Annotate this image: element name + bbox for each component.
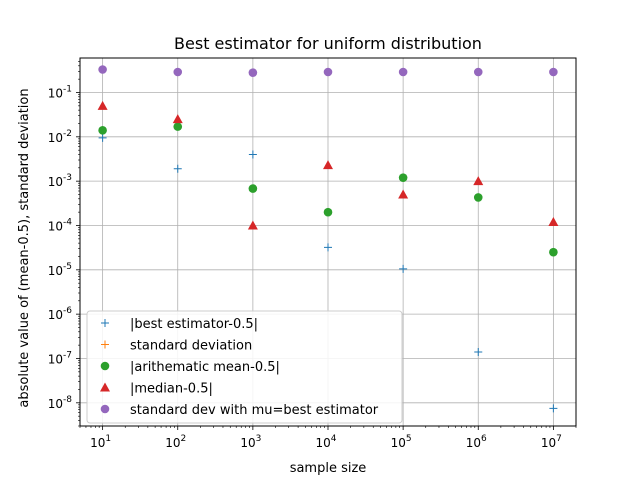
- data-point: [398, 173, 408, 182]
- data-point: [97, 100, 108, 110]
- data-point: [549, 404, 558, 413]
- data-point: [98, 133, 107, 142]
- data-point: [248, 150, 257, 159]
- legend-box: [86, 310, 403, 424]
- series-0: [98, 133, 558, 413]
- legend-marker: [100, 361, 110, 371]
- legend-entry: |arithematic mean-0.5|: [100, 360, 280, 375]
- data-point: [173, 122, 183, 131]
- data-point: [248, 68, 258, 77]
- data-point: [399, 264, 408, 273]
- data-point: [323, 67, 333, 77]
- y-tick-label: 10-3: [48, 173, 72, 189]
- y-tick-label: 10-2: [48, 129, 72, 145]
- legend-entry: |best estimator-0.5|: [101, 317, 258, 332]
- data-point: [173, 164, 182, 173]
- data-point: [473, 176, 484, 186]
- x-tick-label: 107: [541, 434, 562, 450]
- data-point: [473, 193, 483, 202]
- legend-marker: [100, 382, 110, 392]
- legend-entry: standard dev with mu=best estimator: [100, 403, 379, 418]
- series-4: [98, 65, 558, 77]
- data-point: [473, 67, 483, 77]
- data-point: [323, 160, 333, 170]
- legend: |best estimator-0.5| standard deviation |a…: [86, 310, 403, 424]
- legend-marker: [100, 404, 110, 414]
- legend-label: standard dev with mu=best estimator: [130, 403, 379, 418]
- data-point: [98, 126, 107, 135]
- legend-entry: |median-0.5|: [100, 382, 213, 397]
- chart-title: Best estimator for uniform distribution: [174, 34, 482, 53]
- series-3: [97, 100, 559, 230]
- data-point: [248, 184, 258, 193]
- x-tick-label: 103: [240, 434, 261, 450]
- data-point: [247, 220, 258, 230]
- y-tick-label: 10-8: [48, 395, 73, 411]
- data-point: [323, 207, 333, 217]
- legend-marker: [101, 319, 109, 327]
- x-tick-label: 105: [391, 434, 412, 450]
- y-tick-label: 10-4: [48, 217, 73, 233]
- y-tick-label: 10-6: [48, 306, 73, 322]
- data-point: [549, 247, 558, 257]
- x-tick-label: 104: [315, 434, 336, 450]
- data-point: [98, 65, 107, 74]
- legend-label: standard deviation: [130, 339, 252, 354]
- data-point: [398, 189, 409, 199]
- data-point: [474, 348, 483, 357]
- x-tick-label: 102: [165, 434, 186, 450]
- y-axis-label: absolute value of (mean-0.5), standard d…: [17, 88, 32, 407]
- x-axis-ticks: 101 102 103 104 105 106 107: [79, 426, 577, 450]
- legend-marker: [101, 340, 109, 349]
- data-point: [548, 216, 559, 226]
- x-tick-label: 101: [90, 434, 111, 450]
- legend-label: |arithematic mean-0.5|: [130, 360, 280, 375]
- legend-label: |median-0.5|: [130, 382, 213, 397]
- legend-label: |best estimator-0.5|: [130, 317, 258, 332]
- data-point: [549, 67, 558, 77]
- data-point: [324, 243, 332, 252]
- y-tick-label: 10-7: [48, 350, 72, 366]
- data-point: [172, 114, 183, 124]
- x-tick-label: 106: [466, 434, 487, 450]
- plot-frame: [79, 57, 577, 427]
- data-marks: [97, 65, 559, 413]
- data-point: [398, 67, 408, 77]
- legend-entry: standard deviation: [101, 339, 252, 354]
- y-tick-label: 10-5: [48, 262, 72, 278]
- y-tick-label: 10-1: [48, 84, 72, 100]
- x-axis-label: sample size: [290, 461, 367, 476]
- series-2: [98, 122, 558, 257]
- data-point: [173, 67, 183, 77]
